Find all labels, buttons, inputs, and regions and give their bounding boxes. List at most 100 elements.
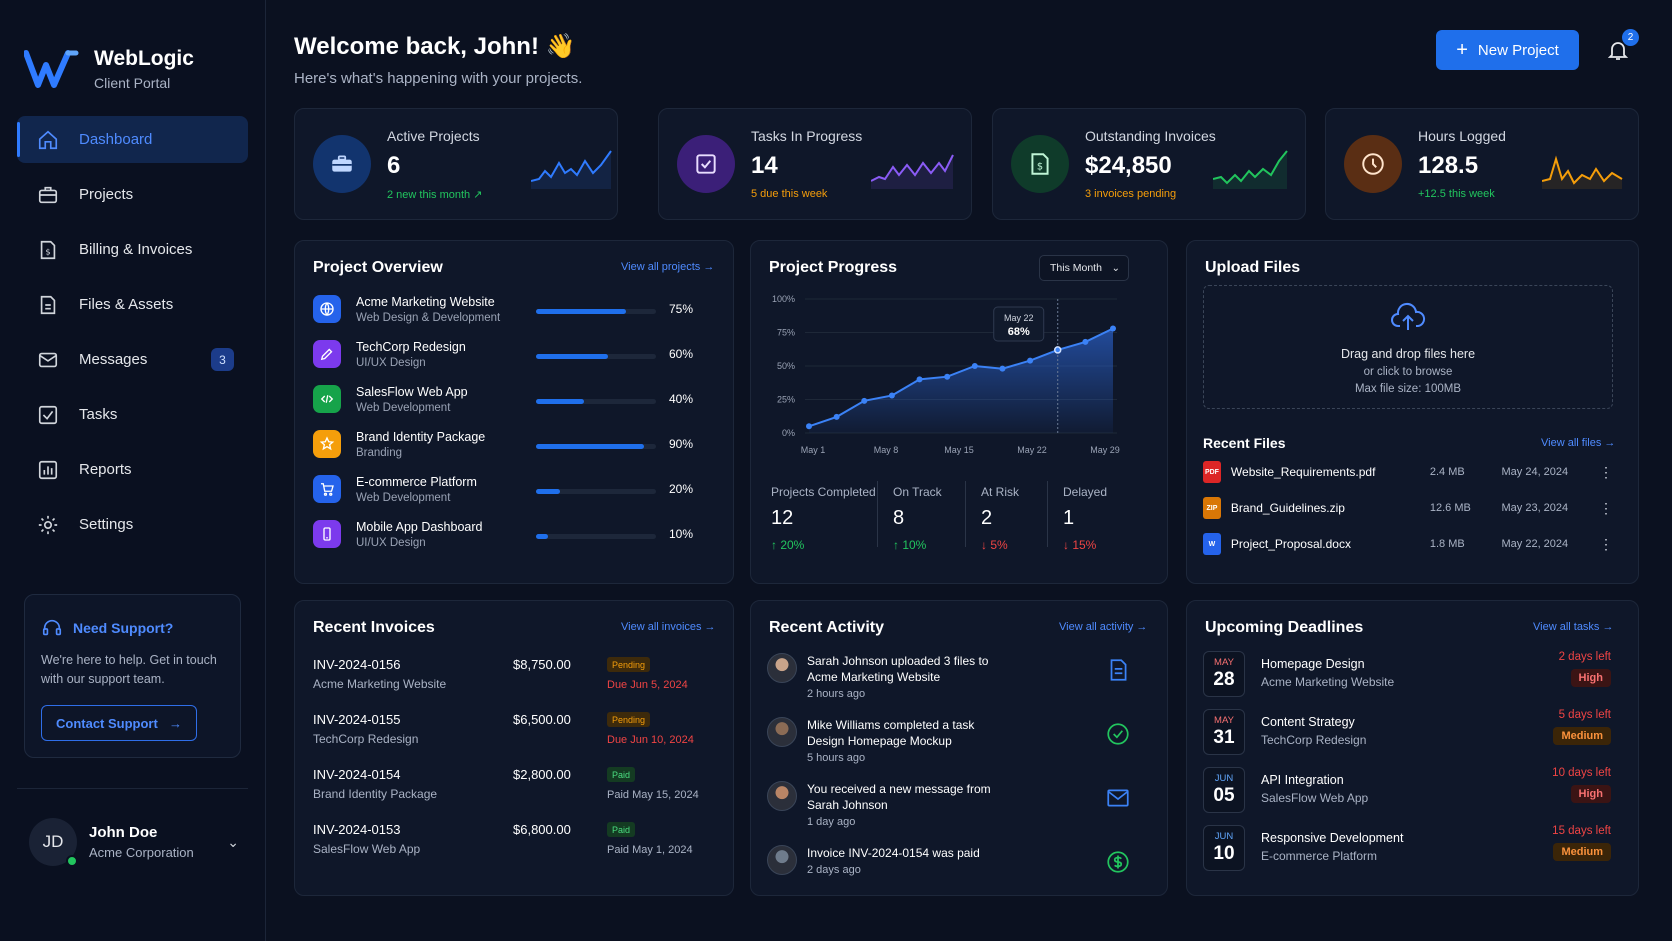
chevron-down-icon[interactable]: ⌄ <box>227 833 239 850</box>
project-name: Brand Identity Package <box>356 429 486 444</box>
data-point[interactable] <box>1027 357 1034 364</box>
progress-stat-value: 2 <box>981 507 993 529</box>
project-progress-percent: 90% <box>668 437 693 451</box>
deadline-item[interactable]: MAY 28 Homepage Design Acme Marketing Websi… <box>1203 651 1611 699</box>
file-dropzone[interactable]: Drag and drop files here or click to bro… <box>1203 285 1613 409</box>
file-row[interactable]: W Project_Proposal.docx 1.8 MB May 22, 2024… <box>1203 531 1613 557</box>
project-row[interactable]: Acme Marketing Website Web Design & Devel… <box>313 287 693 331</box>
data-point[interactable] <box>806 423 812 430</box>
data-point[interactable] <box>971 363 978 369</box>
data-point[interactable] <box>944 373 951 380</box>
brand: WebLogic Client Portal <box>0 0 265 108</box>
invoice-amount: $6,500.00 <box>513 712 571 727</box>
progress-stat: On Track 8 ↑ 10% <box>893 485 942 552</box>
period-dropdown[interactable]: This Month ⌄ <box>1039 255 1129 281</box>
contact-support-button[interactable]: Contact Support → <box>41 705 197 741</box>
phone-icon <box>313 520 341 548</box>
file-row[interactable]: PDF Website_Requirements.pdf 2.4 MB May 24,… <box>1203 459 1613 485</box>
priority-badge: Medium <box>1553 843 1611 861</box>
invoice-due-date: Paid May 1, 2024 <box>607 844 693 856</box>
activity-item[interactable]: Mike Williams completed a task Design Hom… <box>767 717 1131 767</box>
sidebar-item-settings[interactable]: Settings <box>17 501 248 548</box>
status-badge: Pending <box>607 712 651 727</box>
progress-stat-change: ↓ 5% <box>981 538 1008 552</box>
view-all-files-link[interactable]: View all files → <box>1541 437 1616 449</box>
activity-item[interactable]: Invoice INV-2024-0154 was paid 2 days ago <box>767 845 1131 895</box>
project-progress-bar <box>536 533 657 539</box>
sidebar-item-label: Files & Assets <box>79 296 174 313</box>
data-point[interactable] <box>1082 338 1089 345</box>
sidebar-item-billing[interactable]: $ Billing & Invoices <box>17 226 248 273</box>
data-point[interactable] <box>999 365 1006 372</box>
deadline-month: JUN <box>1214 831 1234 842</box>
user-menu[interactable]: JD John Doe Acme Corporation ⌄ <box>29 818 239 867</box>
invoice-row[interactable]: INV-2024-0154 Brand Identity Package $2,80… <box>313 765 713 817</box>
data-point[interactable] <box>833 413 840 420</box>
deadline-item[interactable]: MAY 31 Content Strategy TechCorp Redesign 5 … <box>1203 709 1611 757</box>
project-progress-percent: 75% <box>668 302 693 316</box>
activity-subject: Sarah Johnson <box>807 798 888 812</box>
project-row[interactable]: E-commerce Platform Web Development 20% <box>313 467 693 511</box>
invoice-amount: $2,800.00 <box>513 767 571 782</box>
deadline-project: TechCorp Redesign <box>1261 733 1367 747</box>
support-card: Need Support? We're here to help. Get in… <box>24 594 241 758</box>
invoice-amount: $8,750.00 <box>513 657 571 672</box>
tooltip-value: 68% <box>1008 326 1030 338</box>
sidebar-item-dashboard[interactable]: Dashboard <box>17 116 248 163</box>
more-options-icon[interactable]: ⋮ <box>1599 535 1613 552</box>
project-row[interactable]: TechCorp Redesign UI/UX Design 60% <box>313 332 693 376</box>
invoice-row[interactable]: INV-2024-0155 TechCorp Redesign $6,500.00 P… <box>313 710 713 762</box>
recent-invoices-card: Recent Invoices View all invoices → INV-… <box>294 600 734 896</box>
sidebar-item-files[interactable]: Files & Assets <box>17 281 248 328</box>
progress-stat-change: ↑ 10% <box>893 538 927 552</box>
status-badge: Pending <box>607 657 651 672</box>
data-point[interactable] <box>861 397 868 404</box>
more-options-icon[interactable]: ⋮ <box>1599 463 1613 480</box>
sidebar-item-messages[interactable]: Messages 3 <box>17 336 248 383</box>
checkbox-icon <box>37 404 59 426</box>
svg-text:$: $ <box>1037 161 1043 172</box>
status-badge: Paid <box>607 822 636 837</box>
invoice-amount: $6,800.00 <box>513 822 571 837</box>
stat-label: Active Projects <box>387 127 480 144</box>
new-project-label: New Project <box>1477 41 1559 59</box>
view-all-projects-link[interactable]: View all projects → <box>621 261 715 273</box>
activity-item[interactable]: Sarah Johnson uploaded 3 files to Acme Ma… <box>767 653 1131 703</box>
invoice-due-date: Paid May 15, 2024 <box>607 789 699 801</box>
sidebar-item-label: Billing & Invoices <box>79 241 193 258</box>
data-point[interactable] <box>888 392 895 399</box>
sidebar-item-projects[interactable]: Projects <box>17 171 248 218</box>
project-progress-fill <box>536 308 627 314</box>
invoice-client: SalesFlow Web App <box>313 842 421 856</box>
dropzone-text: Drag and drop files here <box>1340 347 1476 361</box>
file-row[interactable]: ZIP Brand_Guidelines.zip 12.6 MB May 23, 20… <box>1203 495 1613 521</box>
project-row[interactable]: SalesFlow Web App Web Development 40% <box>313 377 693 421</box>
activity-time: 2 days ago <box>807 864 861 876</box>
sidebar-item-tasks[interactable]: Tasks <box>17 391 248 438</box>
mail-icon <box>1105 785 1131 811</box>
invoice-row[interactable]: INV-2024-0156 Acme Marketing Website $8,75… <box>313 655 713 707</box>
project-row[interactable]: Mobile App Dashboard UI/UX Design 10% <box>313 512 693 556</box>
view-all-tasks-link[interactable]: View all tasks → <box>1533 621 1614 633</box>
project-category: Web Design & Development <box>356 311 501 324</box>
priority-badge: High <box>1570 669 1611 687</box>
brand-subtitle: Client Portal <box>94 75 171 91</box>
view-all-activity-link[interactable]: View all activity → <box>1059 621 1148 633</box>
sidebar-item-reports[interactable]: Reports <box>17 446 248 493</box>
data-point[interactable] <box>916 376 923 383</box>
bell-icon[interactable] <box>1606 38 1630 62</box>
deadline-item[interactable]: JUN 10 Responsive Development E-commerce Pl… <box>1203 825 1611 873</box>
new-project-button[interactable]: + New Project <box>1436 30 1579 70</box>
more-options-icon[interactable]: ⋮ <box>1599 499 1613 516</box>
data-point[interactable] <box>1053 346 1062 354</box>
x-tick-label: May 1 <box>801 445 826 455</box>
deadline-item[interactable]: JUN 05 API Integration SalesFlow Web App 10 … <box>1203 767 1611 815</box>
data-point[interactable] <box>1110 325 1116 332</box>
stat-card-hours-logged: Hours Logged 128.5 +12.5 this week <box>1325 108 1639 220</box>
project-row[interactable]: Brand Identity Package Branding 90% <box>313 422 693 466</box>
invoice-row[interactable]: INV-2024-0153 SalesFlow Web App $6,800.00 P… <box>313 820 713 872</box>
activity-item[interactable]: You received a new message from Sarah Joh… <box>767 781 1131 831</box>
project-category: Web Development <box>356 401 451 414</box>
view-all-invoices-link[interactable]: View all invoices → <box>621 621 716 633</box>
days-left: 10 days left <box>1552 767 1611 779</box>
